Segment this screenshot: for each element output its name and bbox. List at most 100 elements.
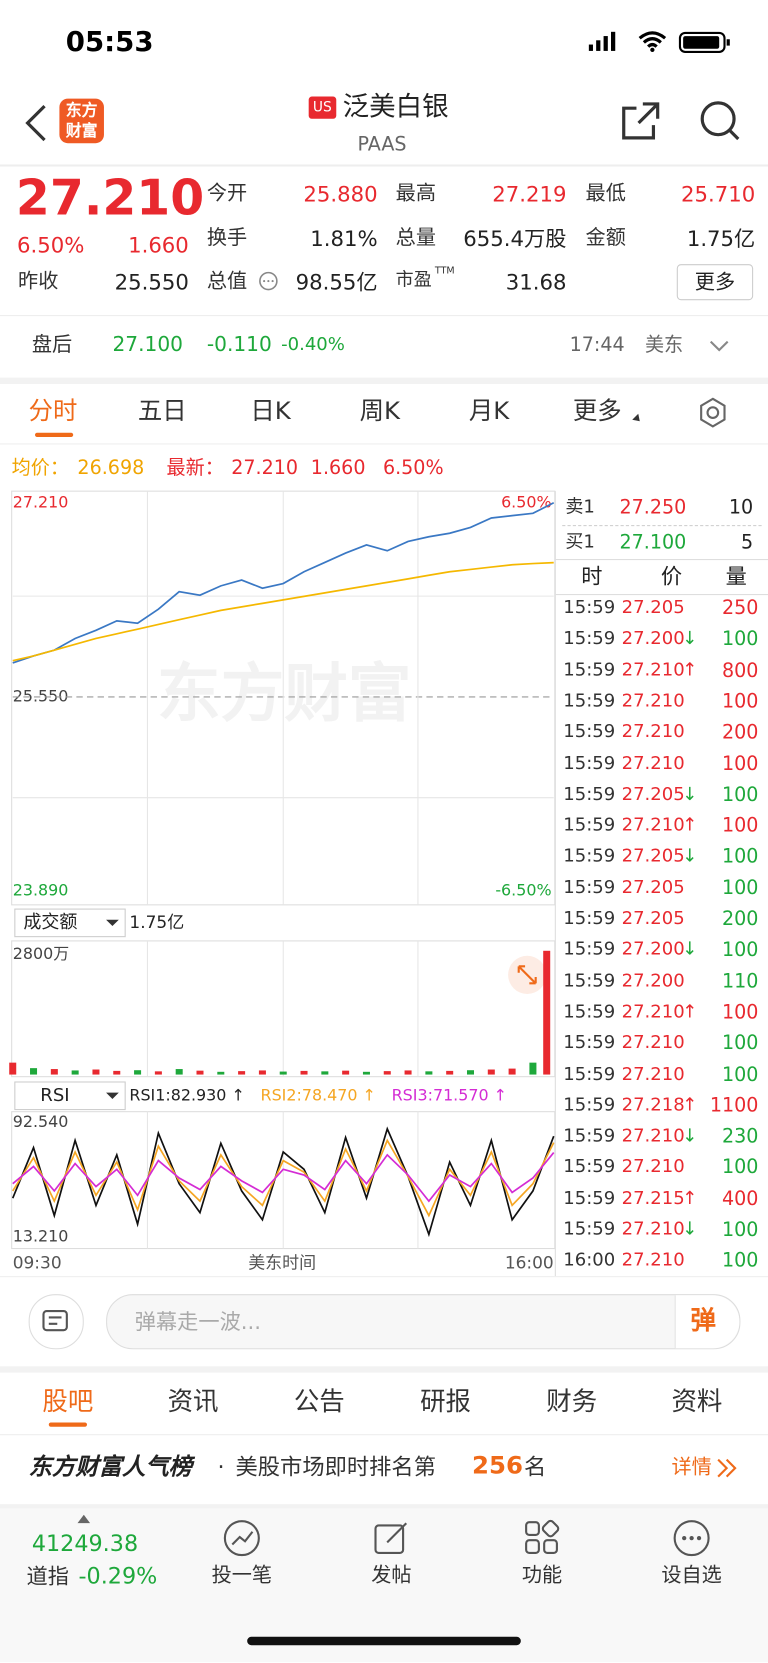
trade-arrow: ↑ xyxy=(682,1094,698,1116)
search-button[interactable] xyxy=(699,100,741,142)
volume-selector[interactable] xyxy=(14,908,126,938)
watermark: 东方财富 xyxy=(157,658,412,732)
nav-label[interactable]: 发帖 xyxy=(371,1563,412,1587)
section-tab[interactable]: 资讯 xyxy=(167,1386,219,1417)
divider xyxy=(0,164,768,167)
period-tab[interactable]: 分时 xyxy=(28,397,78,426)
logo-text: 财富 xyxy=(65,120,98,141)
trade-arrow: ↑ xyxy=(682,814,698,836)
nav-icon[interactable] xyxy=(223,1519,261,1557)
period-tab[interactable]: 月K xyxy=(468,397,510,426)
nav-label[interactable]: 设自选 xyxy=(661,1563,722,1587)
nav-icon[interactable] xyxy=(673,1519,711,1557)
section-tab[interactable]: 股吧 xyxy=(42,1386,94,1417)
stock-code: PAAS xyxy=(357,133,407,156)
last-price: 27.210 xyxy=(15,168,205,226)
trade-volume: 100 xyxy=(722,939,759,962)
last-price-info: 27.210 xyxy=(231,457,299,480)
field-value: 25.710 xyxy=(681,181,756,207)
volume-bar xyxy=(175,1069,183,1075)
trade-time: 15:59 xyxy=(563,814,616,836)
trade-time: 15:59 xyxy=(563,1001,616,1023)
field-label: 总值 xyxy=(206,269,248,293)
trade-price: 27.210 xyxy=(621,814,685,836)
trade-price: 27.200 xyxy=(621,939,685,961)
comment-list-button[interactable] xyxy=(28,1294,84,1350)
volume-bar xyxy=(362,1071,370,1075)
field-label: 市盈 xyxy=(395,269,432,291)
period-tab[interactable]: 更多 xyxy=(572,397,622,426)
book-volume: 5 xyxy=(740,531,754,554)
period-tab[interactable]: 日K xyxy=(250,397,291,426)
trade-price: 27.210 xyxy=(621,1156,685,1178)
info-icon[interactable] xyxy=(258,270,279,291)
trades-header: 量 xyxy=(725,563,747,589)
more-button[interactable]: 更多 xyxy=(676,264,754,301)
trade-volume: 100 xyxy=(722,876,759,900)
bottom-nav xyxy=(0,1508,768,1663)
volume-bar xyxy=(154,1071,162,1075)
section-tab[interactable]: 公告 xyxy=(293,1386,345,1417)
settings-button[interactable] xyxy=(697,397,729,429)
banner-unit: 名 xyxy=(524,1454,547,1480)
banner-rank: 256 xyxy=(472,1452,523,1480)
change: 1.660 xyxy=(128,232,189,258)
index-toggle[interactable] xyxy=(77,1514,91,1524)
trade-volume: 100 xyxy=(722,1063,759,1086)
field-label: 总量 xyxy=(395,225,436,250)
after-hours-time: 17:44 xyxy=(569,334,625,357)
volume-bar xyxy=(300,1070,308,1075)
period-tab[interactable]: 五日 xyxy=(137,397,187,426)
volume-bar xyxy=(30,1068,38,1075)
trade-time: 15:59 xyxy=(563,1094,616,1116)
volume-bar xyxy=(321,1071,329,1075)
banner-link[interactable]: 详情 xyxy=(671,1455,712,1479)
volume-bar xyxy=(543,950,551,1075)
back-button[interactable] xyxy=(23,104,48,142)
trade-time: 15:59 xyxy=(563,1032,616,1054)
trade-time: 15:59 xyxy=(563,939,616,961)
divider xyxy=(555,594,768,596)
trade-time: 15:59 xyxy=(563,1156,616,1178)
legend-entry: RSI3:71.570 ↑ xyxy=(392,1085,507,1104)
divider xyxy=(0,1434,768,1436)
y-tick-label: 2800万 xyxy=(13,944,69,963)
nav-label[interactable]: 投一笔 xyxy=(211,1563,273,1587)
volume-bar xyxy=(529,1062,537,1075)
trade-volume: 200 xyxy=(722,908,759,931)
trade-price: 27.210 xyxy=(621,1249,685,1272)
change-info: 1.660 xyxy=(310,457,366,480)
nav-icon[interactable] xyxy=(372,1519,410,1557)
trade-price: 27.210 xyxy=(621,690,685,712)
trade-volume: 100 xyxy=(722,752,759,775)
section-tab[interactable]: 研报 xyxy=(420,1386,471,1417)
trade-price: 27.205 xyxy=(621,908,685,930)
trade-volume: 100 xyxy=(722,1156,759,1179)
volume-bar xyxy=(425,1071,433,1075)
trade-time: 15:59 xyxy=(563,1187,616,1209)
volume-bar xyxy=(383,1071,391,1075)
field-value: 25.880 xyxy=(303,181,378,207)
book-frame xyxy=(554,491,768,1277)
divider xyxy=(0,1366,768,1373)
expand-icon[interactable] xyxy=(709,339,730,354)
nav-label[interactable]: 功能 xyxy=(521,1563,563,1587)
comment-input[interactable]: 弹幕走一波... 弹 xyxy=(106,1294,741,1350)
trade-volume: 250 xyxy=(722,597,759,620)
trade-time: 15:59 xyxy=(563,659,616,681)
section-tab[interactable]: 资料 xyxy=(671,1386,723,1417)
rsi-selector[interactable] xyxy=(14,1081,126,1111)
last-label: 最新： xyxy=(166,457,224,480)
share-button[interactable] xyxy=(619,100,661,142)
section-tab[interactable]: 财务 xyxy=(546,1386,598,1417)
volume-bar xyxy=(342,1070,350,1075)
banner-dot: · xyxy=(217,1454,225,1480)
danmu-button[interactable]: 弹 xyxy=(674,1295,740,1349)
volume-bar xyxy=(487,1069,495,1075)
nav-icon[interactable] xyxy=(523,1519,561,1557)
divider xyxy=(0,443,768,445)
field-label: 昨收 xyxy=(18,269,59,293)
trade-price: 27.200 xyxy=(621,628,685,650)
period-tab[interactable]: 周K xyxy=(359,397,401,426)
field-label: 今开 xyxy=(206,181,248,205)
